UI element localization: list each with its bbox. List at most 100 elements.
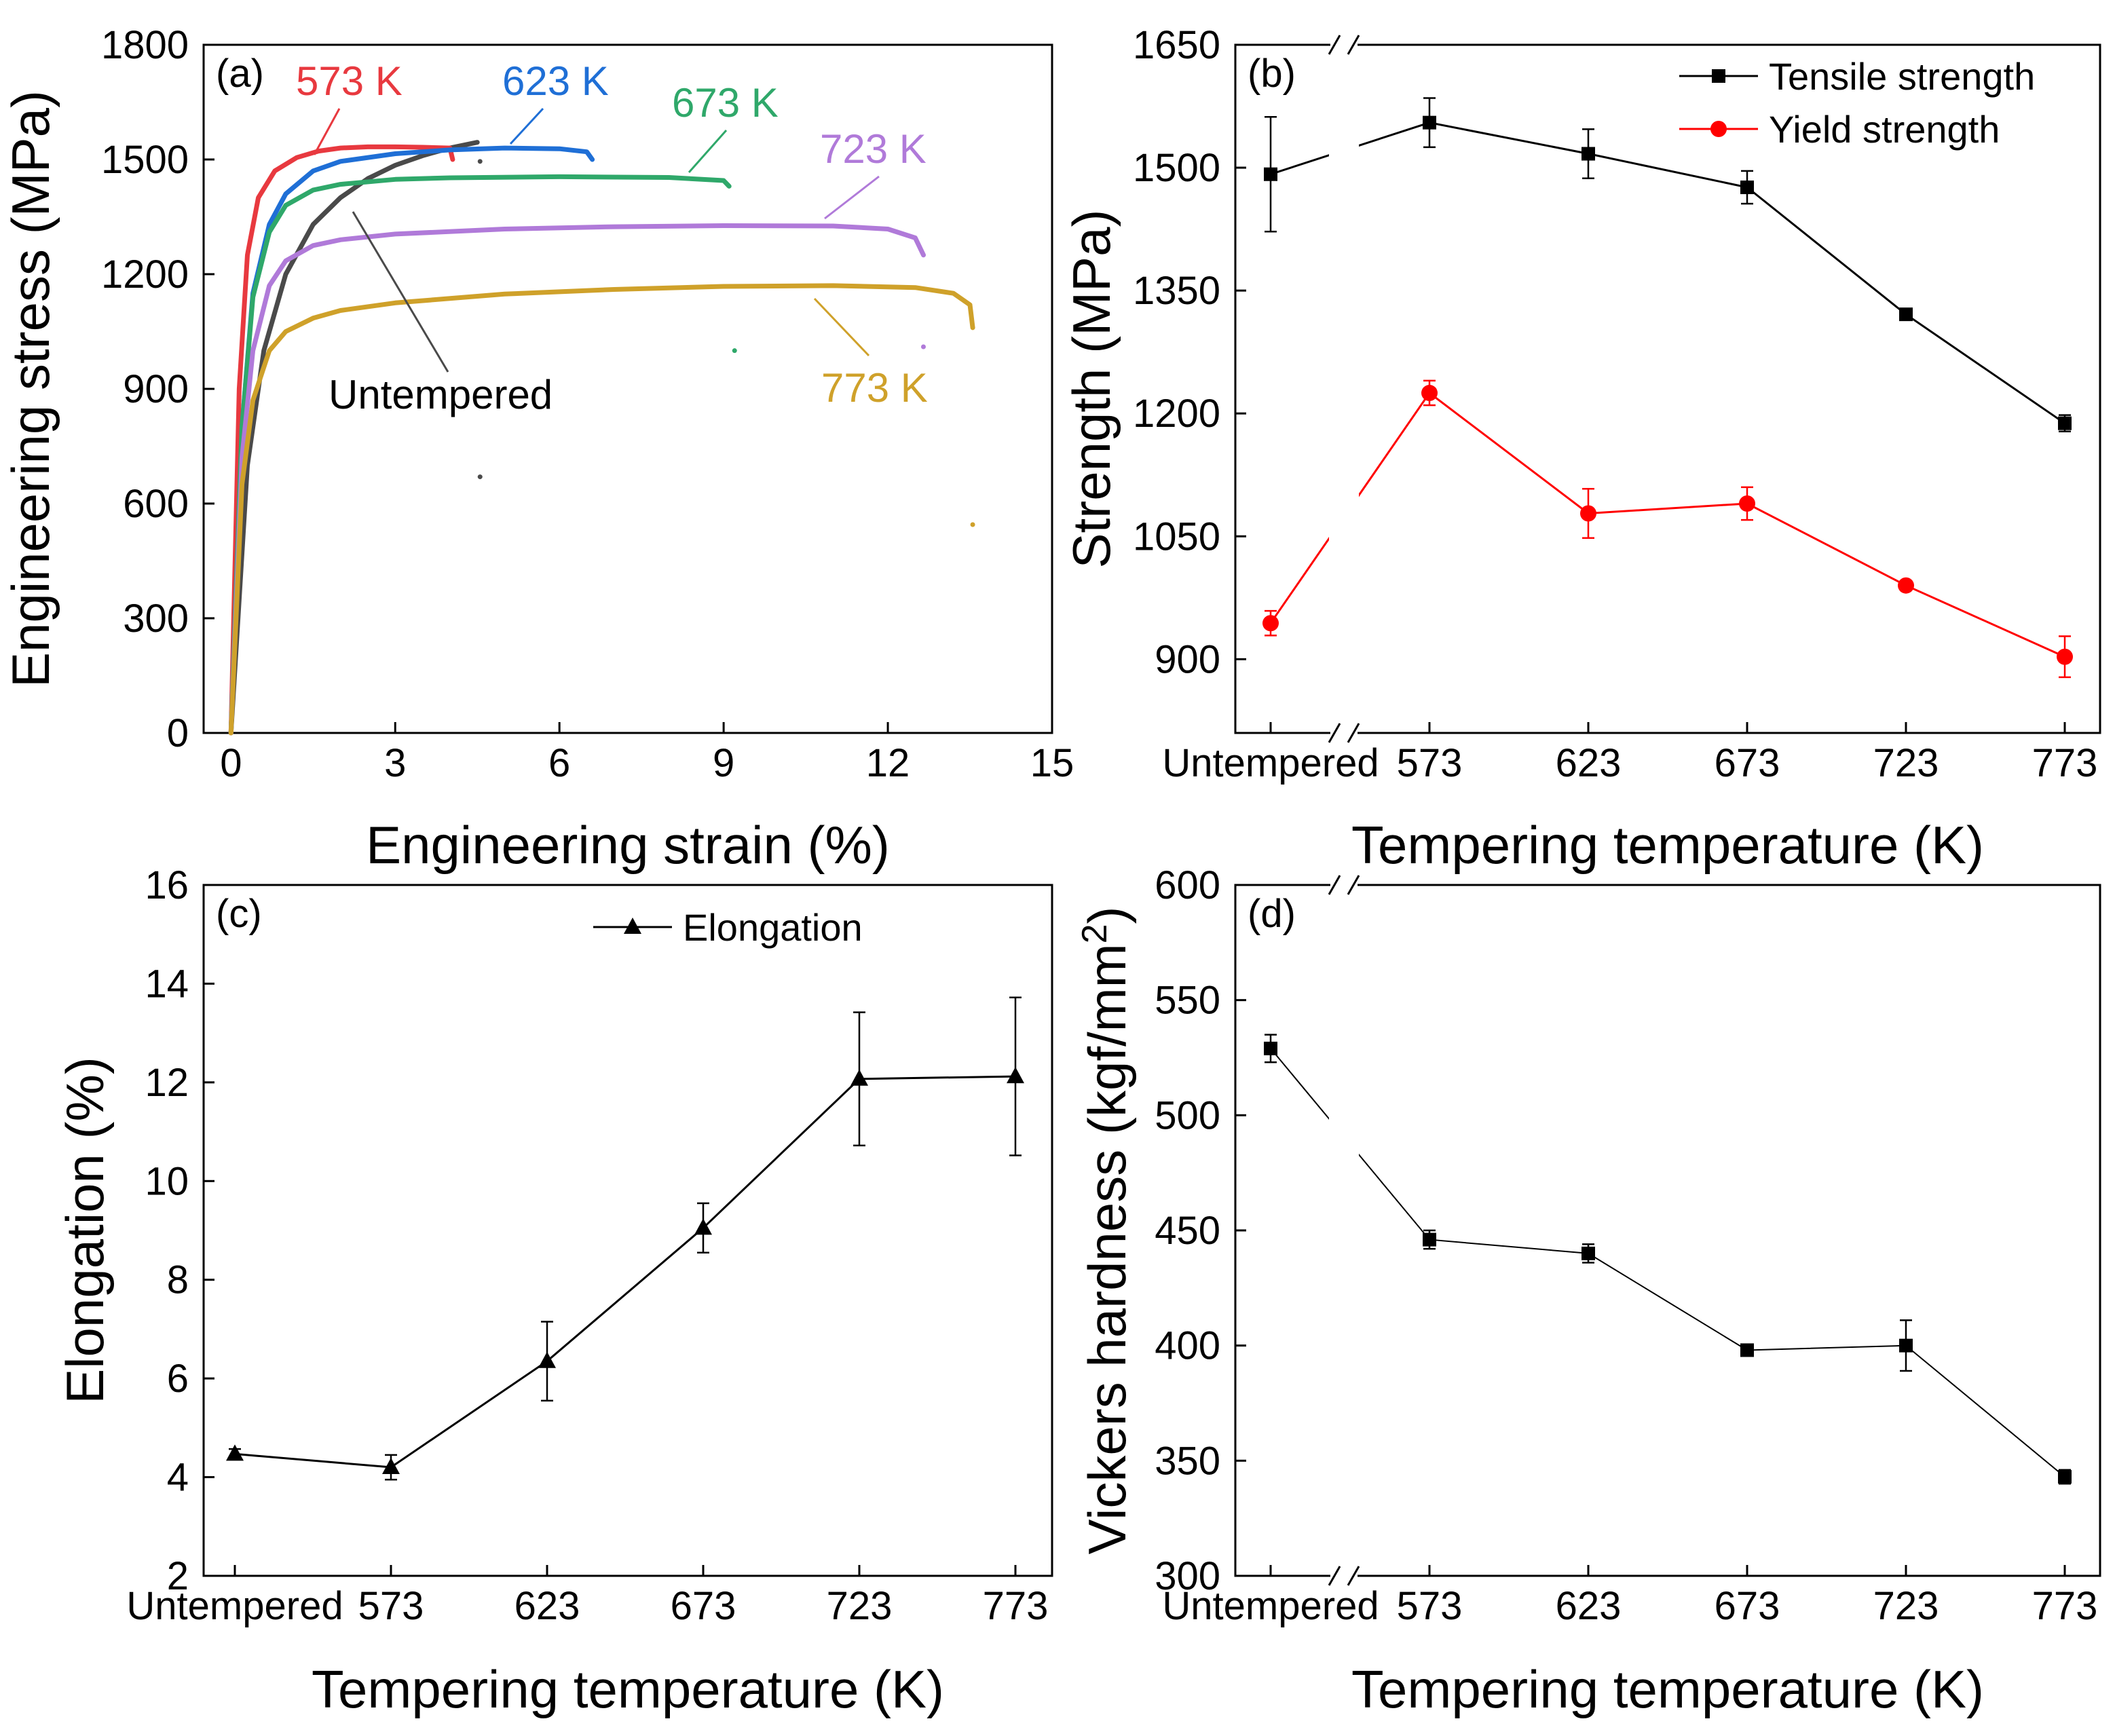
panel-a-curve [228, 174, 732, 736]
panel-a-curve-label: 723 K [820, 126, 927, 172]
panel-d-data-point [1581, 1246, 1595, 1260]
panel-a-x-tick-label: 15 [1030, 741, 1074, 785]
panel-a-leader-line [813, 297, 870, 357]
panel-c-y-axis-title: Elongation (%) [55, 1057, 115, 1404]
panel-c-data-point [226, 1444, 244, 1461]
panel-a-leader-line [313, 108, 341, 155]
panel-a-curve [228, 144, 455, 736]
panel-a-curve [228, 145, 595, 736]
panel-c-y-tick-label: 12 [145, 1061, 189, 1105]
panel-d-x-tick-label: Untempered [1162, 1584, 1379, 1628]
panel-d-data-point [1264, 1041, 1277, 1055]
panel-d-data-point [1423, 1232, 1436, 1247]
panel-c-x-tick-label: 623 [514, 1584, 580, 1628]
panel-a-leader-line [352, 211, 449, 373]
panel-b-y-axis-title: Strength (MPa) [1062, 210, 1121, 569]
panel-d-series-line [1270, 1048, 2065, 1477]
panel-c-y-tick-label: 14 [145, 962, 189, 1006]
panel-c-data-point [538, 1351, 556, 1368]
panel-b-x-axis-break-top-stroke [1328, 35, 1341, 55]
panel-b-data-point [1899, 307, 1913, 322]
panel-b-legend-marker [1712, 69, 1725, 83]
panel-d-x-tick-label: 723 [1873, 1584, 1939, 1628]
panel-b-line-gap [1329, 123, 1359, 178]
panel-b-x-tick-label: 673 [1715, 741, 1780, 785]
panel-b-data-point [1580, 505, 1596, 522]
panel-b-x-tick-label: 773 [2032, 741, 2098, 785]
panel-a-stray-dot [970, 522, 975, 527]
panel-b-legend-marker [1710, 121, 1727, 137]
panel-a-x-tick-label: 9 [713, 741, 734, 785]
panel-a-curve [228, 223, 926, 736]
panel-b-x-tick-label: Untempered [1162, 741, 1379, 785]
panel-b-line-gap [1329, 489, 1359, 544]
panel-a-y-tick-label: 600 [123, 482, 189, 526]
panel-c-data-point [382, 1458, 400, 1475]
panel-d-x-axis-break-stroke [1328, 1566, 1341, 1586]
panel-a-label: (a) [216, 52, 264, 96]
panel-d-y-axis-title: Vickers hardness (kgf/mm2) [1075, 906, 1137, 1554]
panel-a-stray-dot [920, 344, 926, 350]
panel-b-frame [1234, 43, 2101, 734]
panel-a-x-axis-title: Engineering strain (%) [366, 815, 890, 875]
panel-d-line-gap [1329, 1109, 1359, 1164]
panel-a-y-tick-label: 1500 [101, 138, 189, 182]
panel-b-x-tick-label: 573 [1397, 741, 1463, 785]
panel-a-curve-label: 623 K [502, 58, 609, 104]
panel-b-y-tick-label: 1350 [1133, 269, 1220, 313]
panel-c-legend-text: Elongation [683, 906, 863, 949]
panel-b-data-point [1262, 615, 1279, 632]
panel-c-y-tick-label: 4 [167, 1456, 189, 1500]
panel-b-data-point [1739, 495, 1755, 512]
panel-b-data-point [1264, 167, 1277, 181]
panel-a-curve [228, 283, 975, 736]
panel-d-data-point [1899, 1338, 1913, 1353]
panel-d-y-tick-label: 450 [1155, 1209, 1220, 1253]
panel-a-y-axis-title: Engineering stress (MPa) [1, 90, 60, 687]
panel-b-y-tick-label: 1050 [1133, 514, 1220, 559]
panel-d-y-tick-label: 600 [1155, 863, 1220, 907]
panel-b-data-point [1423, 115, 1436, 130]
panel-b-series-line [1270, 121, 2065, 424]
panel-a-leader-line [824, 175, 880, 220]
panel-b-data-point [1740, 181, 1754, 195]
panel-d-x-tick-label: 573 [1397, 1584, 1463, 1628]
panel-d-x-tick-label: 773 [2032, 1584, 2098, 1628]
panel-c-legend-marker [624, 918, 641, 934]
panel-d-y-tick-label: 400 [1155, 1324, 1220, 1368]
panel-c-x-tick-label: 573 [358, 1584, 424, 1628]
panel-d-x-axis-break-stroke [1347, 1566, 1360, 1586]
panel-a-x-tick-label: 0 [220, 741, 242, 785]
panel-d-x-axis-break-top-stroke [1328, 875, 1341, 895]
panel-c-label: (c) [216, 892, 262, 936]
panel-d-y-tick-label: 550 [1155, 979, 1220, 1023]
panel-a-stray-dot [732, 348, 737, 354]
panel-b-data-point [2058, 416, 2072, 430]
panel-b-series-line [1269, 391, 2065, 658]
panel-a-leader-line [509, 107, 544, 145]
panel-c-x-tick-label: 773 [983, 1584, 1049, 1628]
panel-d-data-point [1740, 1343, 1754, 1357]
panel-a-stray-dot [477, 474, 483, 480]
panel-c-x-axis-title: Tempering temperature (K) [312, 1659, 944, 1719]
panel-c-y-tick-label: 6 [167, 1357, 189, 1401]
panel-d-y-tick-label: 300 [1155, 1554, 1220, 1598]
panel-c-data-point [694, 1218, 712, 1235]
panel-a-y-tick-label: 1800 [101, 23, 189, 67]
panel-b-legend-text: Tensile strength [1769, 55, 2035, 98]
panel-a-curve-label: 573 K [296, 58, 403, 104]
panel-b-data-point [1898, 577, 1914, 594]
panel-a-x-tick-label: 6 [548, 741, 570, 785]
panel-c-y-tick-label: 16 [145, 863, 189, 907]
panel-a-y-tick-label: 0 [167, 711, 189, 755]
panel-b-x-axis-break-top-stroke [1347, 35, 1360, 55]
panel-a-stray-dot [477, 159, 483, 164]
panel-b-y-tick-label: 1200 [1133, 392, 1220, 436]
panel-c-y-tick-label: 10 [145, 1159, 189, 1203]
panel-a-x-tick-label: 3 [384, 741, 406, 785]
panel-b-y-tick-label: 900 [1155, 637, 1220, 681]
panel-b-data-point [1581, 147, 1595, 161]
panel-b-x-axis-break-stroke [1328, 723, 1341, 743]
panel-d-x-axis-break-top-stroke [1347, 875, 1360, 895]
